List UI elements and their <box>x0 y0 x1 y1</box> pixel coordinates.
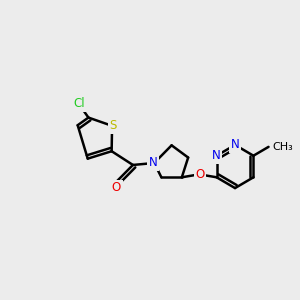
Text: O: O <box>196 168 205 181</box>
Text: O: O <box>112 181 121 194</box>
Text: S: S <box>110 119 117 132</box>
Text: N: N <box>212 149 221 162</box>
Text: CH₃: CH₃ <box>272 142 293 152</box>
Text: N: N <box>231 138 239 152</box>
Text: Cl: Cl <box>73 97 85 110</box>
Text: N: N <box>149 157 158 169</box>
